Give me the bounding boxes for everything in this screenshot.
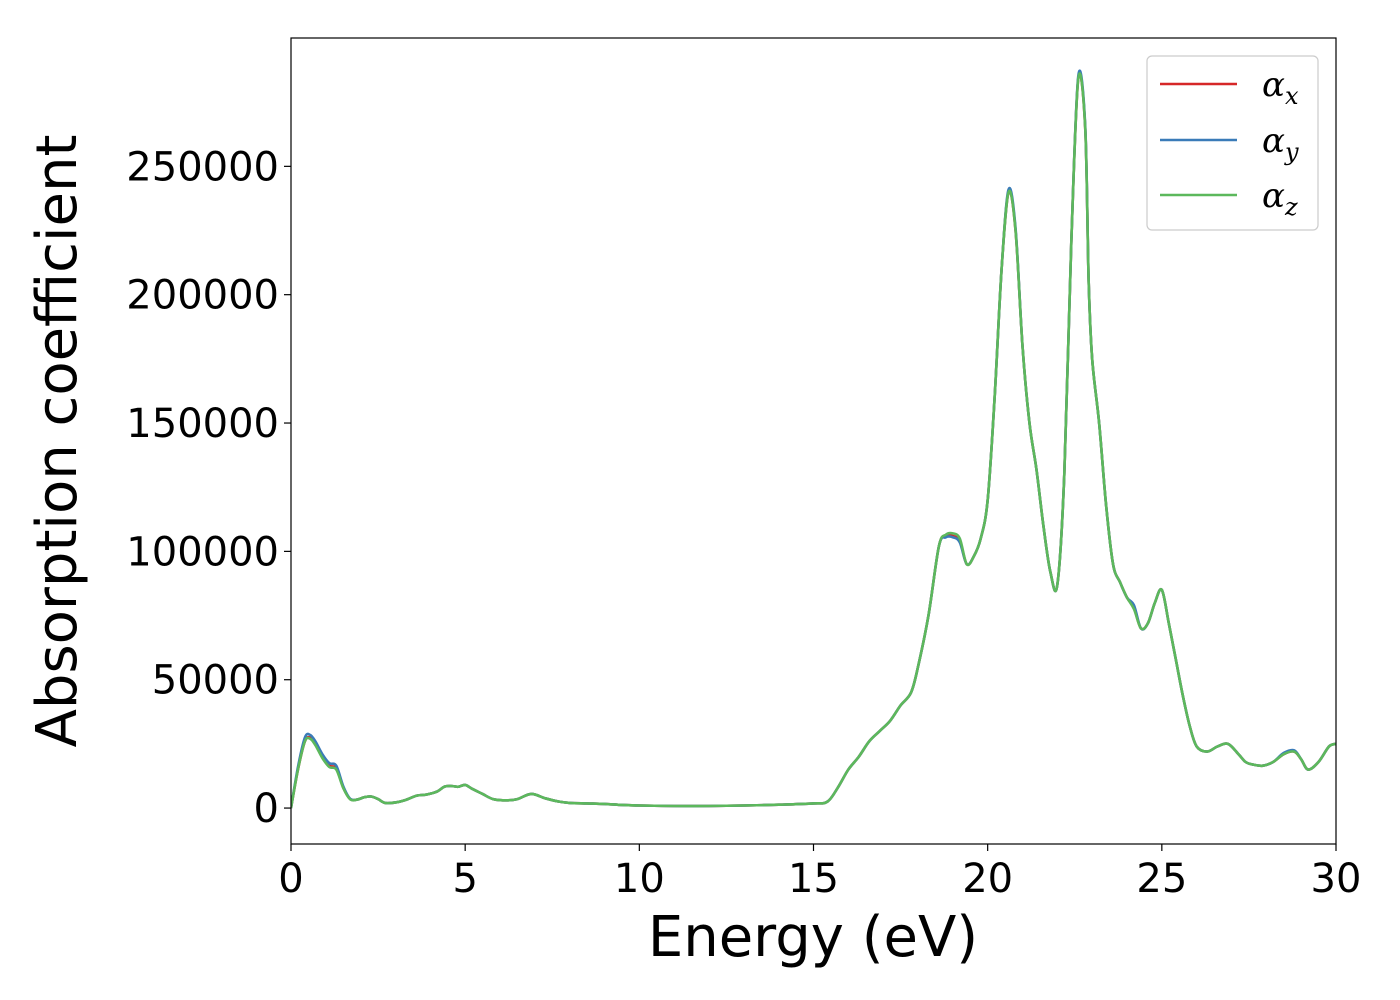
- y-tick-label: 250000: [126, 144, 279, 190]
- x-tick-label: 10: [614, 856, 665, 902]
- y-axis-label: Absorption coefficient: [25, 135, 90, 748]
- x-tick-label: 0: [278, 856, 303, 902]
- x-axis-label: Energy (eV): [648, 905, 978, 970]
- series-layer: [291, 69, 1336, 809]
- y-tick-label: 100000: [126, 529, 279, 575]
- y-tick-label: 150000: [126, 401, 279, 447]
- legend-box: [1146, 55, 1319, 231]
- y-tick-label: 50000: [152, 658, 279, 704]
- y-axis-ticks: 0 50000 100000 150000 200000 250000: [126, 144, 291, 832]
- x-tick-label: 30: [1311, 856, 1362, 902]
- y-tick-label: 0: [254, 786, 279, 832]
- x-tick-label: 20: [962, 856, 1013, 902]
- y-tick-label: 200000: [126, 273, 279, 319]
- x-axis-ticks: 0 5 10 15 20 25 30: [278, 844, 1361, 902]
- legend-label-x: αx: [1262, 65, 1299, 110]
- x-tick-label: 5: [452, 856, 477, 902]
- x-tick-label: 15: [788, 856, 839, 902]
- x-tick-label: 25: [1136, 856, 1187, 902]
- legend: αx αy αz: [1146, 55, 1319, 231]
- legend-label-z: αz: [1262, 176, 1298, 221]
- legend-label-y: αy: [1262, 121, 1299, 166]
- series-line-z: [291, 72, 1336, 809]
